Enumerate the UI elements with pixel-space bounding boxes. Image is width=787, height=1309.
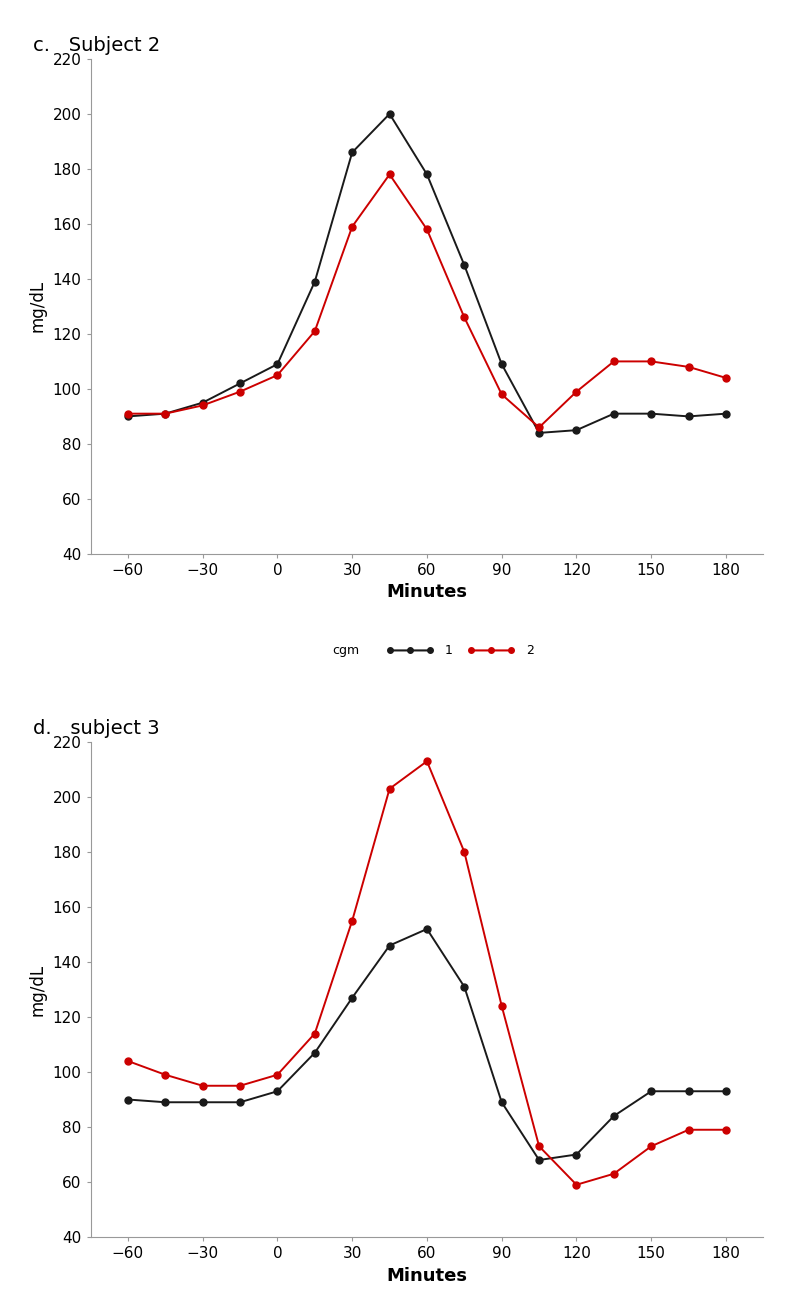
Text: d.   subject 3: d. subject 3 [33, 719, 160, 738]
Y-axis label: mg/dL: mg/dL [29, 280, 47, 332]
Text: cgm: cgm [333, 644, 360, 657]
Text: 1: 1 [445, 644, 453, 657]
X-axis label: Minutes: Minutes [386, 1267, 467, 1284]
Text: c.   Subject 2: c. Subject 2 [33, 35, 161, 55]
Y-axis label: mg/dL: mg/dL [29, 963, 47, 1016]
Text: 2: 2 [526, 644, 534, 657]
X-axis label: Minutes: Minutes [386, 584, 467, 602]
